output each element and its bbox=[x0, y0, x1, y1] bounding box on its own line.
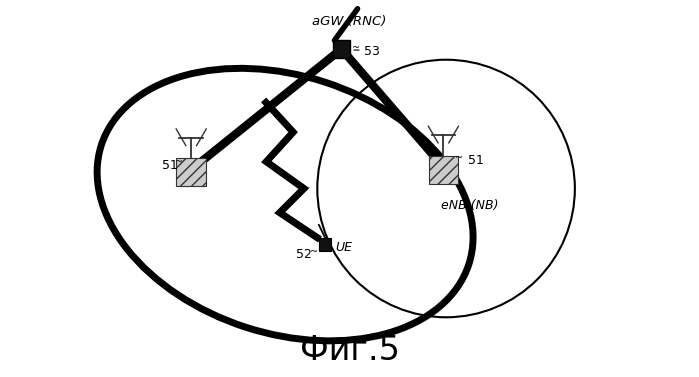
Text: 51: 51 bbox=[161, 159, 178, 172]
Text: 51: 51 bbox=[468, 154, 484, 167]
Bar bbox=[319, 238, 331, 251]
Text: ~: ~ bbox=[455, 153, 463, 162]
Text: 53: 53 bbox=[364, 45, 380, 58]
Text: ~: ~ bbox=[310, 247, 319, 256]
Bar bbox=[333, 40, 350, 58]
Text: ~: ~ bbox=[352, 43, 360, 53]
Bar bbox=[428, 156, 458, 184]
Text: 52: 52 bbox=[296, 248, 312, 261]
Text: aGW (RNC): aGW (RNC) bbox=[312, 15, 387, 28]
Text: ~: ~ bbox=[175, 158, 183, 167]
Text: eNB (NB): eNB (NB) bbox=[441, 199, 498, 212]
Bar bbox=[176, 158, 206, 186]
Text: UE: UE bbox=[335, 241, 352, 254]
Text: Фиг.5: Фиг.5 bbox=[300, 334, 399, 367]
